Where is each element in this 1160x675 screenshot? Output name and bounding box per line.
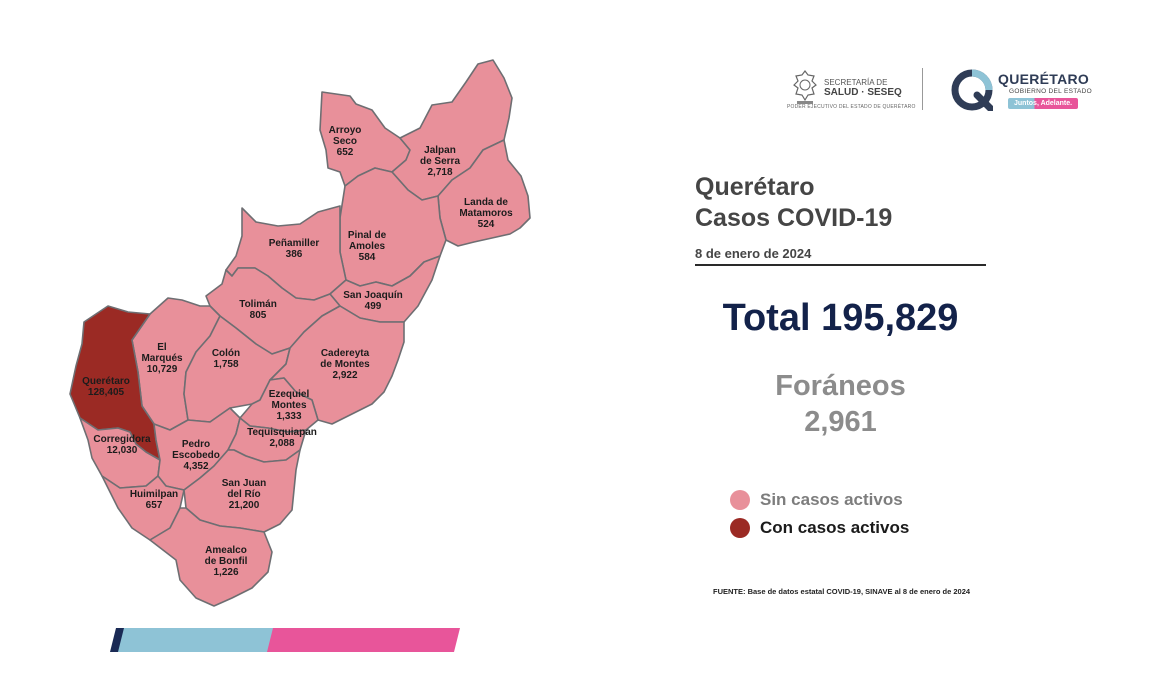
muni-name-san-juan: San Juan bbox=[222, 478, 266, 489]
muni-name-ezequiel-montes: Ezequiel bbox=[269, 389, 310, 400]
muni-cases-ezequiel-montes: 1,333 bbox=[276, 411, 301, 422]
title-line1: Querétaro bbox=[695, 173, 815, 201]
report-title: Querétaro Casos COVID-19 bbox=[695, 172, 892, 234]
muni-label-san-juan: San Juan del Río 21,200 bbox=[222, 478, 266, 511]
salud-subtext: PODER EJECUTIVO DEL ESTADO DE QUERÉTARO bbox=[787, 104, 916, 110]
queretaro-map: Arroyo Seco 652 Jalpan de Serra 2,718 Landa de… bbox=[69, 59, 531, 607]
muni-name-san-juan: del Río bbox=[227, 489, 260, 500]
muni-name-queretaro: Querétaro bbox=[82, 376, 130, 387]
muni-label-queretaro: Querétaro 128,405 bbox=[82, 376, 130, 398]
muni-name-cadereyta: de Montes bbox=[320, 359, 370, 370]
muni-name-arroyo-seco: Arroyo bbox=[329, 125, 362, 136]
legend-label-no-active: Sin casos activos bbox=[760, 490, 903, 509]
legend-label-active: Con casos activos bbox=[760, 518, 910, 537]
muni-cases-queretaro: 128,405 bbox=[88, 387, 125, 398]
muni-name-el-marques: El bbox=[157, 342, 167, 353]
muni-cases-penamiller: 386 bbox=[286, 249, 303, 260]
muni-cases-san-juan: 21,200 bbox=[229, 500, 260, 511]
muni-name-amealco: Amealco bbox=[205, 545, 247, 556]
muni-label-amealco: Amealco de Bonfil 1,226 bbox=[205, 545, 248, 578]
muni-name-colon: Colón bbox=[212, 348, 240, 359]
muni-name-landa: Landa de bbox=[464, 197, 508, 208]
muni-name-el-marques: Marqués bbox=[141, 353, 183, 364]
muni-label-pedro-escobedo: Pedro Escobedo 4,352 bbox=[172, 439, 220, 472]
foraneos-label: Foráneos bbox=[775, 370, 906, 402]
muni-name-huimilpan: Huimilpan bbox=[130, 489, 178, 500]
decorative-color-bar bbox=[110, 628, 460, 652]
muni-cases-tequisquiapan: 2,088 bbox=[269, 438, 294, 449]
report-date: 8 de enero de 2024 bbox=[695, 246, 812, 261]
muni-label-san-joaquin: San Joaquín 499 bbox=[343, 290, 402, 312]
muni-name-ezequiel-montes: Montes bbox=[272, 400, 307, 411]
muni-label-huimilpan: Huimilpan 657 bbox=[130, 489, 178, 511]
muni-name-san-joaquin: San Joaquín bbox=[343, 290, 402, 301]
muni-label-arroyo-seco: Arroyo Seco 652 bbox=[329, 125, 362, 158]
salud-line2: SALUD · SESEQ bbox=[824, 87, 902, 98]
muni-amealco[interactable] bbox=[149, 507, 273, 607]
muni-label-landa: Landa de Matamoros 524 bbox=[459, 197, 513, 230]
muni-label-ezequiel-montes: Ezequiel Montes 1,333 bbox=[269, 389, 310, 422]
muni-cases-landa: 524 bbox=[478, 219, 495, 230]
muni-label-tequisquiapan: Tequisquiapan 2,088 bbox=[247, 427, 317, 449]
muni-label-colon: Colón 1,758 bbox=[212, 348, 240, 370]
state-seal-icon bbox=[793, 70, 817, 104]
foraneos-value: 2,961 bbox=[804, 406, 877, 438]
queretaro-q-logo-icon bbox=[951, 69, 993, 111]
muni-cases-jalpan: 2,718 bbox=[427, 167, 452, 178]
muni-cases-san-joaquin: 499 bbox=[365, 301, 382, 312]
muni-label-pinal: Pinal de Amoles 584 bbox=[348, 230, 387, 263]
muni-cases-pedro-escobedo: 4,352 bbox=[183, 461, 208, 472]
muni-cases-corregidora: 12,030 bbox=[107, 445, 138, 456]
muni-cases-cadereyta: 2,922 bbox=[332, 370, 357, 381]
muni-cases-toliman: 805 bbox=[250, 310, 267, 321]
muni-name-penamiller: Peñamiller bbox=[269, 238, 320, 249]
muni-name-landa: Matamoros bbox=[459, 208, 513, 219]
muni-cases-pinal: 584 bbox=[359, 252, 376, 263]
title-rule bbox=[695, 264, 986, 266]
muni-label-el-marques: El Marqués 10,729 bbox=[141, 342, 183, 375]
muni-cases-arroyo-seco: 652 bbox=[337, 147, 354, 158]
gov-subtitle: GOBIERNO DEL ESTADO bbox=[1009, 88, 1092, 95]
muni-name-jalpan: de Serra bbox=[420, 156, 460, 167]
muni-name-pedro-escobedo: Escobedo bbox=[172, 450, 220, 461]
muni-cases-colon: 1,758 bbox=[213, 359, 238, 370]
title-line2: Casos COVID-19 bbox=[695, 204, 893, 232]
muni-name-amealco: de Bonfil bbox=[205, 556, 248, 567]
muni-name-cadereyta: Cadereyta bbox=[321, 348, 370, 359]
muni-label-cadereyta: Cadereyta de Montes 2,922 bbox=[320, 348, 370, 381]
legend-item-no-active: Sin casos activos bbox=[730, 490, 903, 510]
gov-title: QUERÉTARO bbox=[998, 71, 1090, 87]
total-cases: Total 195,829 bbox=[722, 297, 959, 339]
legend-swatch-no-active bbox=[730, 490, 750, 510]
muni-label-toliman: Tolimán 805 bbox=[239, 299, 277, 321]
muni-name-jalpan: Jalpan bbox=[424, 145, 456, 156]
muni-name-toliman: Tolimán bbox=[239, 299, 277, 310]
source-note: FUENTE: Base de datos estatal COVID-19, … bbox=[713, 587, 971, 596]
muni-name-pinal: Pinal de bbox=[348, 230, 387, 241]
muni-huimilpan[interactable] bbox=[101, 475, 185, 541]
muni-label-penamiller: Peñamiller 386 bbox=[269, 238, 320, 260]
legend-swatch-active bbox=[730, 518, 750, 538]
muni-name-arroyo-seco: Seco bbox=[333, 136, 357, 147]
muni-name-pinal: Amoles bbox=[349, 241, 386, 252]
salud-line1: SECRETARÍA DE bbox=[824, 78, 888, 87]
gov-slogan: Juntos, Adelante. bbox=[1008, 98, 1079, 109]
muni-label-jalpan: Jalpan de Serra 2,718 bbox=[420, 145, 460, 178]
logo-divider bbox=[922, 68, 923, 110]
muni-cases-el-marques: 10,729 bbox=[147, 364, 178, 375]
muni-name-corregidora: Corregidora bbox=[93, 434, 151, 445]
salud-logo-text: SECRETARÍA DE SALUD · SESEQ bbox=[824, 78, 902, 98]
muni-name-tequisquiapan: Tequisquiapan bbox=[247, 427, 317, 438]
muni-cases-amealco: 1,226 bbox=[213, 567, 238, 578]
muni-landa[interactable] bbox=[437, 139, 531, 247]
muni-label-corregidora: Corregidora 12,030 bbox=[93, 434, 151, 456]
muni-cases-huimilpan: 657 bbox=[146, 500, 163, 511]
foraneos-block: Foráneos 2,961 bbox=[695, 368, 986, 440]
legend-item-active: Con casos activos bbox=[730, 518, 909, 538]
muni-name-pedro-escobedo: Pedro bbox=[182, 439, 210, 450]
